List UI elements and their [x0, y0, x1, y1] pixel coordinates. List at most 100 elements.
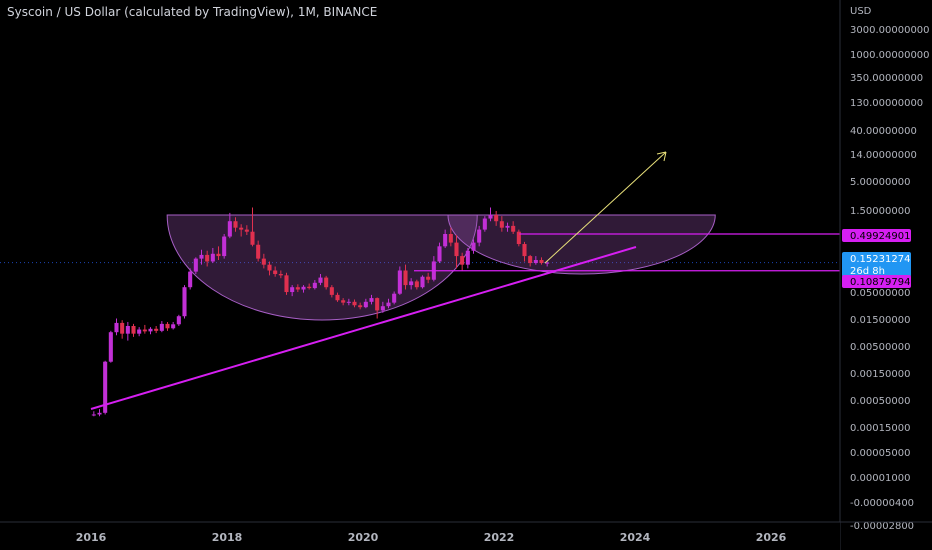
candles-layer [91, 207, 550, 417]
candle [278, 270, 283, 279]
candle-body [233, 221, 238, 228]
candle [358, 302, 363, 310]
candle-body [103, 361, 108, 413]
candle [397, 266, 402, 295]
candle [505, 222, 510, 232]
candle [239, 224, 244, 237]
candle [392, 291, 397, 305]
price-tick-label: -0.00002800 [850, 521, 914, 532]
candle [369, 294, 374, 305]
candle [210, 247, 215, 264]
candle [114, 318, 119, 336]
time-tick-label: 2024 [620, 531, 651, 544]
candle-body [199, 254, 204, 259]
candle-body [443, 234, 448, 247]
candle [477, 225, 482, 247]
candle [346, 298, 351, 306]
candle [494, 210, 499, 226]
candle-body [516, 231, 521, 245]
projection-arrow [544, 151, 667, 264]
candle-body [239, 227, 244, 230]
candle-body [352, 301, 357, 306]
price-tick-label: 350.00000000 [850, 73, 923, 84]
candle-body [114, 322, 119, 333]
cup-shape-left [166, 214, 478, 321]
candle [267, 261, 272, 276]
candle [511, 221, 516, 234]
candle-body [488, 214, 493, 219]
candle [312, 280, 317, 290]
candle [409, 278, 414, 290]
candle [363, 298, 368, 309]
candle [131, 323, 136, 337]
candle-body [176, 316, 181, 325]
candle [244, 225, 249, 235]
candle [488, 207, 493, 222]
candle-body [409, 281, 414, 286]
candle-body [403, 270, 408, 286]
candle-body [397, 270, 402, 294]
candle-body [284, 275, 289, 293]
price-tick-label: 40.00000000 [850, 126, 917, 137]
candle-body [437, 246, 442, 262]
candle-body [137, 329, 142, 334]
candle [108, 330, 113, 363]
candle-body [477, 229, 482, 243]
candle [443, 229, 448, 248]
candle-body [290, 287, 295, 293]
candle-body [358, 305, 363, 308]
candle-body [142, 329, 147, 332]
candle [482, 216, 487, 232]
price-tag-bg [842, 275, 911, 288]
price-tag-bg [842, 252, 911, 277]
candle-body [165, 323, 170, 329]
candle [471, 239, 476, 254]
candle-body [386, 302, 391, 307]
candle-body [267, 264, 272, 271]
candle [159, 321, 164, 333]
candle [448, 227, 453, 247]
price-tick-label: -0.00000400 [850, 498, 914, 509]
candle [437, 242, 442, 264]
time-tick-label: 2018 [212, 531, 243, 544]
candle-body [369, 298, 374, 302]
candle [193, 257, 198, 275]
candle-body [363, 301, 368, 308]
candle [273, 266, 278, 277]
candle [142, 324, 147, 334]
candle [465, 247, 470, 269]
candle [91, 411, 96, 417]
candle-body [171, 324, 176, 329]
candle-body [414, 281, 419, 288]
candle [341, 298, 346, 306]
candle-body [222, 236, 227, 257]
candle-body [182, 287, 187, 317]
candle [250, 207, 255, 247]
price-tag-countdown: 26d 8h [850, 266, 885, 277]
candle [380, 301, 385, 313]
candle [375, 297, 380, 319]
candle-body [380, 306, 385, 311]
candle-body [120, 322, 125, 334]
candle [420, 275, 425, 289]
price-tick-label: 0.00500000 [850, 342, 910, 353]
price-tick-label: 0.00001000 [850, 473, 910, 484]
candle-body [108, 332, 113, 362]
candle-body [539, 260, 544, 264]
time-tick-label: 2026 [756, 531, 787, 544]
candle [137, 327, 142, 337]
candle [154, 325, 159, 334]
price-tick-label: 0.00005000 [850, 448, 910, 459]
price-tag-value: 0.49924901 [850, 231, 910, 242]
candle [148, 327, 153, 335]
candle [233, 217, 238, 232]
candle [533, 256, 538, 265]
candle-body [420, 276, 425, 288]
candle [386, 298, 391, 309]
time-tick-label: 2020 [348, 531, 379, 544]
price-tick-label: 1000.00000000 [850, 50, 930, 61]
candle-body [97, 412, 102, 415]
